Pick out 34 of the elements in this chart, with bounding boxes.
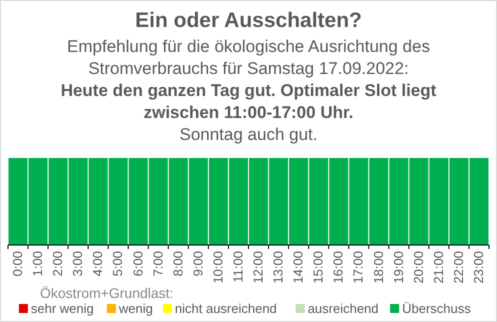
x-tick-label: 20:00 bbox=[410, 251, 426, 284]
chart-subtitle: Empfehlung für die ökologische Ausrichtung des Stromverbrauchs für Samstag 17.09.2022: bbox=[67, 37, 430, 78]
text: Heute den ganzen Tag gut. Optimaler Slot liegt zwischen 11:00-17:00 Uhr. bbox=[60, 81, 437, 122]
x-tick-label: 17:00 bbox=[350, 251, 366, 284]
x-tick-label: 14:00 bbox=[290, 251, 306, 284]
x-tick-label: 11:00 bbox=[230, 251, 246, 283]
x-tick-label: 21:00 bbox=[430, 251, 446, 284]
x-tick-label: 2:00 bbox=[50, 251, 66, 276]
x-tick-label: 5:00 bbox=[110, 251, 126, 276]
text: Sonntag auch gut. bbox=[179, 125, 318, 144]
x-tick-label: 23:00 bbox=[470, 251, 486, 284]
legend-label: sehr wenig bbox=[30, 301, 94, 316]
x-tick-label: 10:00 bbox=[210, 251, 226, 284]
legend-title: Ökostrom+Grundlast: bbox=[40, 285, 174, 301]
x-tick-label: 3:00 bbox=[70, 251, 86, 276]
legend-label: ausreichend bbox=[308, 301, 379, 316]
x-tick-label: 18:00 bbox=[370, 251, 386, 284]
x-tick-label: 6:00 bbox=[130, 251, 146, 276]
x-tick-label: 13:00 bbox=[270, 251, 286, 284]
x-tick-label: 12:00 bbox=[250, 251, 266, 284]
x-tick-label: 7:00 bbox=[150, 251, 166, 276]
x-tick-label: 0:00 bbox=[10, 251, 26, 276]
x-tick-label: 4:00 bbox=[90, 251, 106, 276]
x-tick-label: 16:00 bbox=[330, 251, 346, 284]
x-tick-label: 22:00 bbox=[450, 251, 466, 284]
x-tick-label: 1:00 bbox=[30, 251, 46, 276]
legend-label: Überschuss bbox=[402, 301, 472, 316]
legend-label: wenig bbox=[118, 301, 153, 316]
chart-title: Ein oder Ausschalten? bbox=[135, 9, 362, 32]
x-tick-label: 15:00 bbox=[310, 251, 326, 284]
x-tick-label: 8:00 bbox=[170, 251, 186, 276]
x-tick-label: 9:00 bbox=[190, 251, 206, 276]
legend-label: nicht ausreichend bbox=[174, 301, 277, 316]
x-tick-label: 19:00 bbox=[390, 251, 406, 284]
